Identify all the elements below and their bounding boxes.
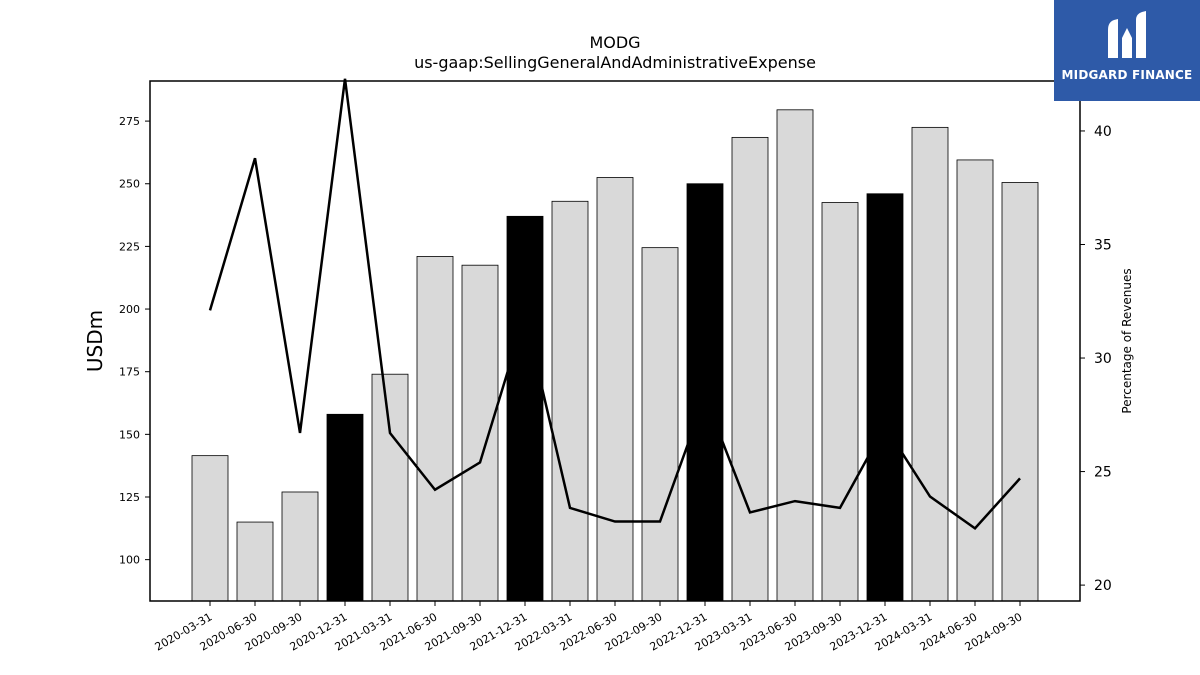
y2-tick-label: 30: [1094, 351, 1112, 367]
left-axis: 100 125 150 175 200 225 250 275: [119, 115, 150, 567]
bar: [506, 215, 544, 602]
bar: [191, 455, 229, 602]
y2-tick-label: 25: [1094, 465, 1112, 481]
y-tick-label: 275: [119, 115, 140, 128]
bar: [821, 202, 859, 602]
percentage-line: [208, 78, 1021, 530]
y-tick-label: 125: [119, 491, 140, 504]
y-tick-label: 150: [119, 428, 140, 441]
bar: [326, 413, 364, 602]
bar: [416, 256, 454, 602]
y-tick-label: 200: [119, 303, 140, 316]
brand-logo: MIDGARD FINANCE: [1054, 0, 1200, 101]
y2-tick-label: 20: [1094, 578, 1112, 594]
y2-tick-label: 35: [1094, 237, 1112, 253]
y2-tick-label: 40: [1094, 124, 1112, 140]
chart-subtitle: us-gaap:SellingGeneralAndAdministrativeE…: [414, 53, 816, 72]
x-axis: 2020-03-312020-06-302020-09-302020-12-31…: [153, 601, 1025, 654]
brand-name: MIDGARD FINANCE: [1061, 68, 1193, 82]
y-tick-label: 250: [119, 178, 140, 191]
bar: [236, 521, 274, 602]
chart-title: MODG: [589, 33, 640, 52]
bar: [641, 247, 679, 602]
bar: [686, 183, 724, 602]
y-axis-label: USDm: [83, 310, 107, 372]
y-tick-label: 100: [119, 554, 140, 567]
y2-axis-label: Percentage of Revenues: [1120, 268, 1134, 413]
bar: [911, 126, 949, 602]
bar: [461, 264, 499, 602]
bars-layer: [191, 109, 1039, 602]
y-tick-label: 225: [119, 240, 140, 253]
bar: [281, 491, 319, 602]
y-tick-label: 175: [119, 366, 140, 379]
line-layer: [208, 78, 1021, 530]
midgard-logo-mark-icon: [1108, 11, 1146, 58]
bar: [731, 136, 769, 602]
right-axis: 20 25 30 35 40: [1080, 124, 1112, 594]
bar: [1001, 182, 1039, 602]
bar: [596, 177, 634, 602]
bar: [866, 193, 904, 602]
bar: [371, 373, 409, 602]
bar: [776, 109, 814, 602]
bar: [551, 200, 589, 602]
bar: [956, 159, 994, 602]
